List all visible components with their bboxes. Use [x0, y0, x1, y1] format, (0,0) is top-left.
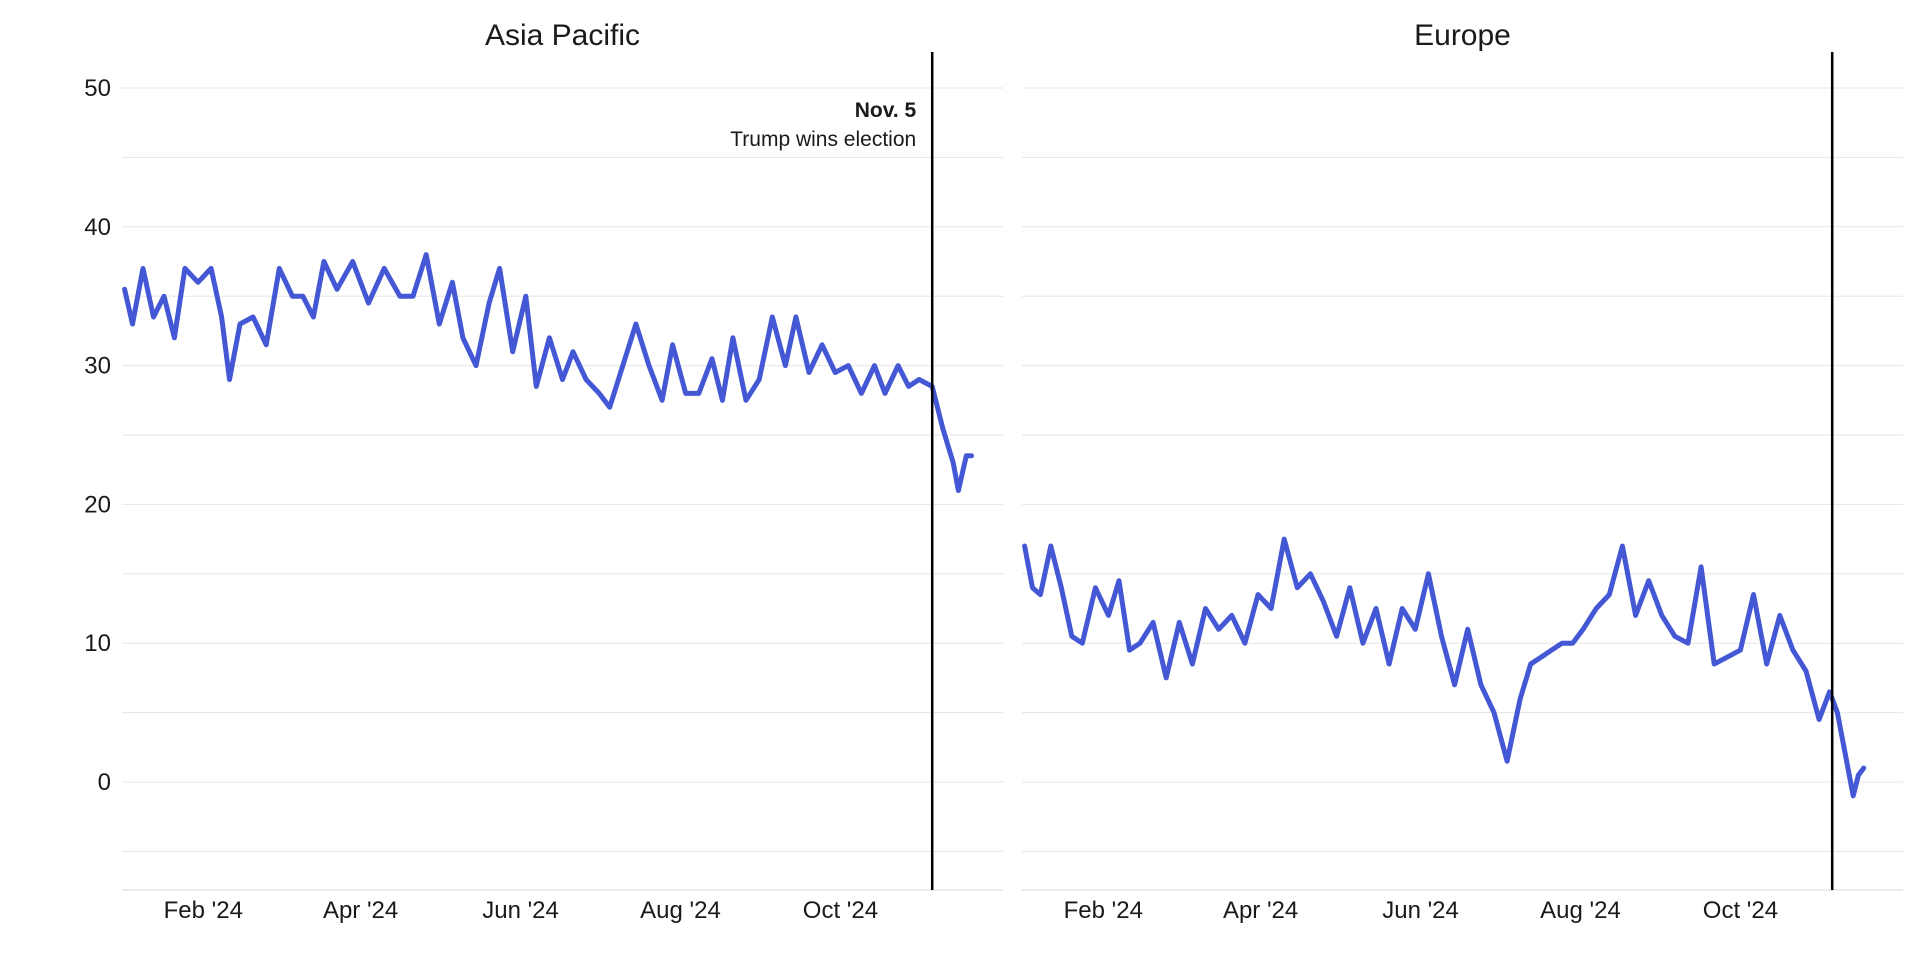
x-tick-label: Oct '24	[803, 897, 878, 924]
x-tick-label: Feb '24	[1064, 897, 1143, 924]
series-line	[1022, 536, 1867, 799]
y-tick-label: 0	[98, 769, 111, 796]
panel-title: Europe	[1414, 19, 1511, 52]
event-annotation-title: Nov. 5	[855, 99, 917, 122]
y-tick-label: 20	[84, 491, 111, 518]
event-annotation-text: Trump wins election	[730, 128, 916, 151]
x-tick-label: Oct '24	[1703, 897, 1778, 924]
x-tick-label: Feb '24	[164, 897, 243, 924]
y-tick-label: 10	[84, 630, 111, 657]
x-tick-label: Jun '24	[482, 897, 559, 924]
series-line	[122, 252, 974, 493]
y-tick-label: 30	[84, 353, 111, 380]
x-tick-label: Jun '24	[1382, 897, 1459, 924]
y-tick-label: 50	[84, 75, 111, 102]
panel-title: Asia Pacific	[485, 19, 640, 52]
y-tick-label: 40	[84, 214, 111, 241]
x-tick-label: Aug '24	[1540, 897, 1621, 924]
x-tick-label: Apr '24	[323, 897, 398, 924]
x-tick-label: Aug '24	[640, 897, 721, 924]
x-tick-label: Apr '24	[1223, 897, 1298, 924]
